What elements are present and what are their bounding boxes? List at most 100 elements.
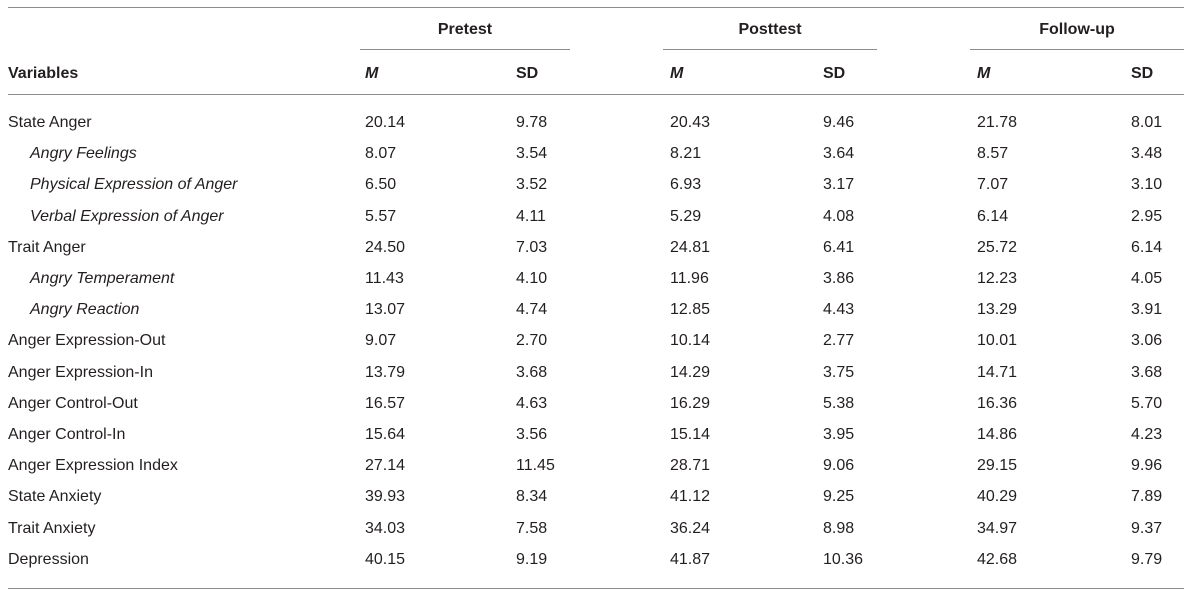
table-cell: 3.91 — [1131, 301, 1163, 319]
table-cell: 16.57 — [365, 394, 406, 412]
table-cell: 14.86 — [977, 426, 1018, 443]
table-cell: 41.12 — [670, 488, 711, 506]
table-cell: 10.36 — [823, 550, 864, 568]
table-row: Physical Expression of Anger 6.50 3.52 6.93… — [0, 175, 1200, 206]
row-label: Anger Control-In — [8, 426, 126, 443]
table-cell: 3.54 — [516, 145, 548, 163]
table-cell: 8.21 — [670, 145, 702, 163]
row-label: Verbal Expression of Anger — [30, 207, 224, 225]
variables-header: Variables — [8, 65, 79, 82]
table-cell: 34.97 — [977, 519, 1018, 537]
table-cell: 7.58 — [516, 519, 548, 537]
table-cell: 40.29 — [977, 488, 1018, 506]
table-cell: 9.96 — [1131, 457, 1163, 475]
table-cell: 24.50 — [365, 238, 406, 256]
table-cell: 10.14 — [670, 332, 711, 350]
row-label: Trait Anger — [8, 238, 86, 256]
table-cell: 2.95 — [1131, 207, 1163, 225]
table-cell: 34.03 — [365, 519, 406, 537]
table-row: Angry Reaction 13.07 4.74 12.85 4.43 13.29 3.9… — [0, 300, 1200, 331]
table-cell: 4.43 — [823, 301, 855, 319]
group-header-follow-up: Follow-up — [1039, 21, 1115, 38]
table-cell: 12.23 — [977, 270, 1018, 287]
table-cell: 27.14 — [365, 457, 406, 475]
table-cell: 7.89 — [1131, 488, 1163, 506]
follow-up-sd-header: SD — [1131, 65, 1154, 82]
row-label: Angry Feelings — [30, 145, 137, 163]
table-cell: 3.75 — [823, 363, 855, 381]
row-label: Depression — [8, 550, 89, 568]
table-cell: 13.07 — [365, 301, 406, 319]
row-label: State Anxiety — [8, 488, 102, 506]
table-cell: 3.68 — [516, 363, 548, 381]
pretest-sd-header: SD — [516, 65, 539, 82]
table-cell: 6.14 — [977, 207, 1009, 225]
table-cell: 15.14 — [670, 426, 711, 443]
table-cell: 24.81 — [670, 238, 711, 256]
row-label: Angry Reaction — [30, 301, 140, 319]
table-cell: 16.29 — [670, 394, 711, 412]
table-cell: 3.48 — [1131, 145, 1163, 163]
group-header-posttest: Posttest — [738, 21, 802, 38]
table-cell: 8.01 — [1131, 114, 1163, 131]
table-cell: 4.05 — [1131, 270, 1163, 287]
table-row: Trait Anger 24.50 7.03 24.81 6.41 25.72 6.14 — [0, 238, 1200, 269]
table-row: Verbal Expression of Anger 5.57 4.11 5.29 4.… — [0, 207, 1200, 238]
table-cell: 2.70 — [516, 332, 548, 350]
table-row: State Anger 20.14 9.78 20.43 9.46 21.78 8.01 — [0, 113, 1200, 144]
table-cell: 8.34 — [516, 488, 548, 506]
table-cell: 25.72 — [977, 238, 1018, 256]
table-cell: 20.43 — [670, 114, 711, 131]
table-cell: 8.98 — [823, 519, 855, 537]
table-cell: 9.25 — [823, 488, 855, 506]
table-row: Angry Temperament 11.43 4.10 11.96 3.86 12.23… — [0, 269, 1200, 300]
table-cell: 4.11 — [516, 207, 546, 225]
table-cell: 41.87 — [670, 550, 711, 568]
row-label: Anger Expression-Out — [8, 332, 166, 350]
table-row: Anger Control-In 15.64 3.56 15.14 3.95 14.86 4… — [0, 425, 1200, 456]
table-row: Trait Anxiety 34.03 7.58 36.24 8.98 34.97 9.37 — [0, 519, 1200, 550]
bottom-rule — [8, 588, 1184, 589]
pretest-underline — [360, 49, 570, 50]
table-cell: 9.06 — [823, 457, 855, 475]
table-cell: 10.01 — [977, 332, 1018, 350]
table-cell: 5.57 — [365, 207, 397, 225]
table-cell: 4.10 — [516, 270, 548, 287]
table-cell: 9.37 — [1131, 519, 1163, 537]
table-cell: 9.78 — [516, 114, 548, 131]
table-cell: 5.29 — [670, 207, 702, 225]
row-label: Trait Anxiety — [8, 519, 96, 537]
table-cell: 16.36 — [977, 394, 1018, 412]
row-label: Anger Expression Index — [8, 457, 178, 475]
table-cell: 9.46 — [823, 114, 855, 131]
table-cell: 20.14 — [365, 114, 406, 131]
group-header-pretest: Pretest — [437, 21, 493, 38]
table-cell: 2.77 — [823, 332, 855, 350]
table-row: Anger Control-Out 16.57 4.63 16.29 5.38 16.36… — [0, 394, 1200, 425]
table-cell: 13.79 — [365, 363, 406, 381]
table-cell: 3.52 — [516, 176, 548, 194]
table-cell: 9.19 — [516, 550, 548, 568]
table-cell: 5.70 — [1131, 394, 1163, 412]
table-cell: 28.71 — [670, 457, 711, 475]
table-cell: 14.71 — [977, 363, 1018, 381]
table-cell: 6.14 — [1131, 238, 1163, 256]
table-cell: 4.74 — [516, 301, 548, 319]
table-cell: 11.45 — [516, 457, 555, 475]
header-rule — [8, 94, 1184, 95]
table-cell: 3.68 — [1131, 363, 1163, 381]
table-cell: 40.15 — [365, 550, 406, 568]
table-row: State Anxiety 39.93 8.34 41.12 9.25 40.29 7.89 — [0, 487, 1200, 518]
table-cell: 12.85 — [670, 301, 711, 319]
row-label: Physical Expression of Anger — [30, 176, 238, 194]
table-cell: 6.93 — [670, 176, 702, 194]
table-cell: 36.24 — [670, 519, 711, 537]
table-cell: 8.07 — [365, 145, 397, 163]
table-cell: 3.06 — [1131, 332, 1163, 350]
table-cell: 9.79 — [1131, 550, 1163, 568]
pretest-m-header: M — [365, 65, 379, 82]
table-row: Anger Expression-In 13.79 3.68 14.29 3.75 14.… — [0, 363, 1200, 394]
table-cell: 6.41 — [823, 238, 855, 256]
table-row: Depression 40.15 9.19 41.87 10.36 42.68 9.79 — [0, 550, 1200, 581]
table-cell: 21.78 — [977, 114, 1018, 131]
